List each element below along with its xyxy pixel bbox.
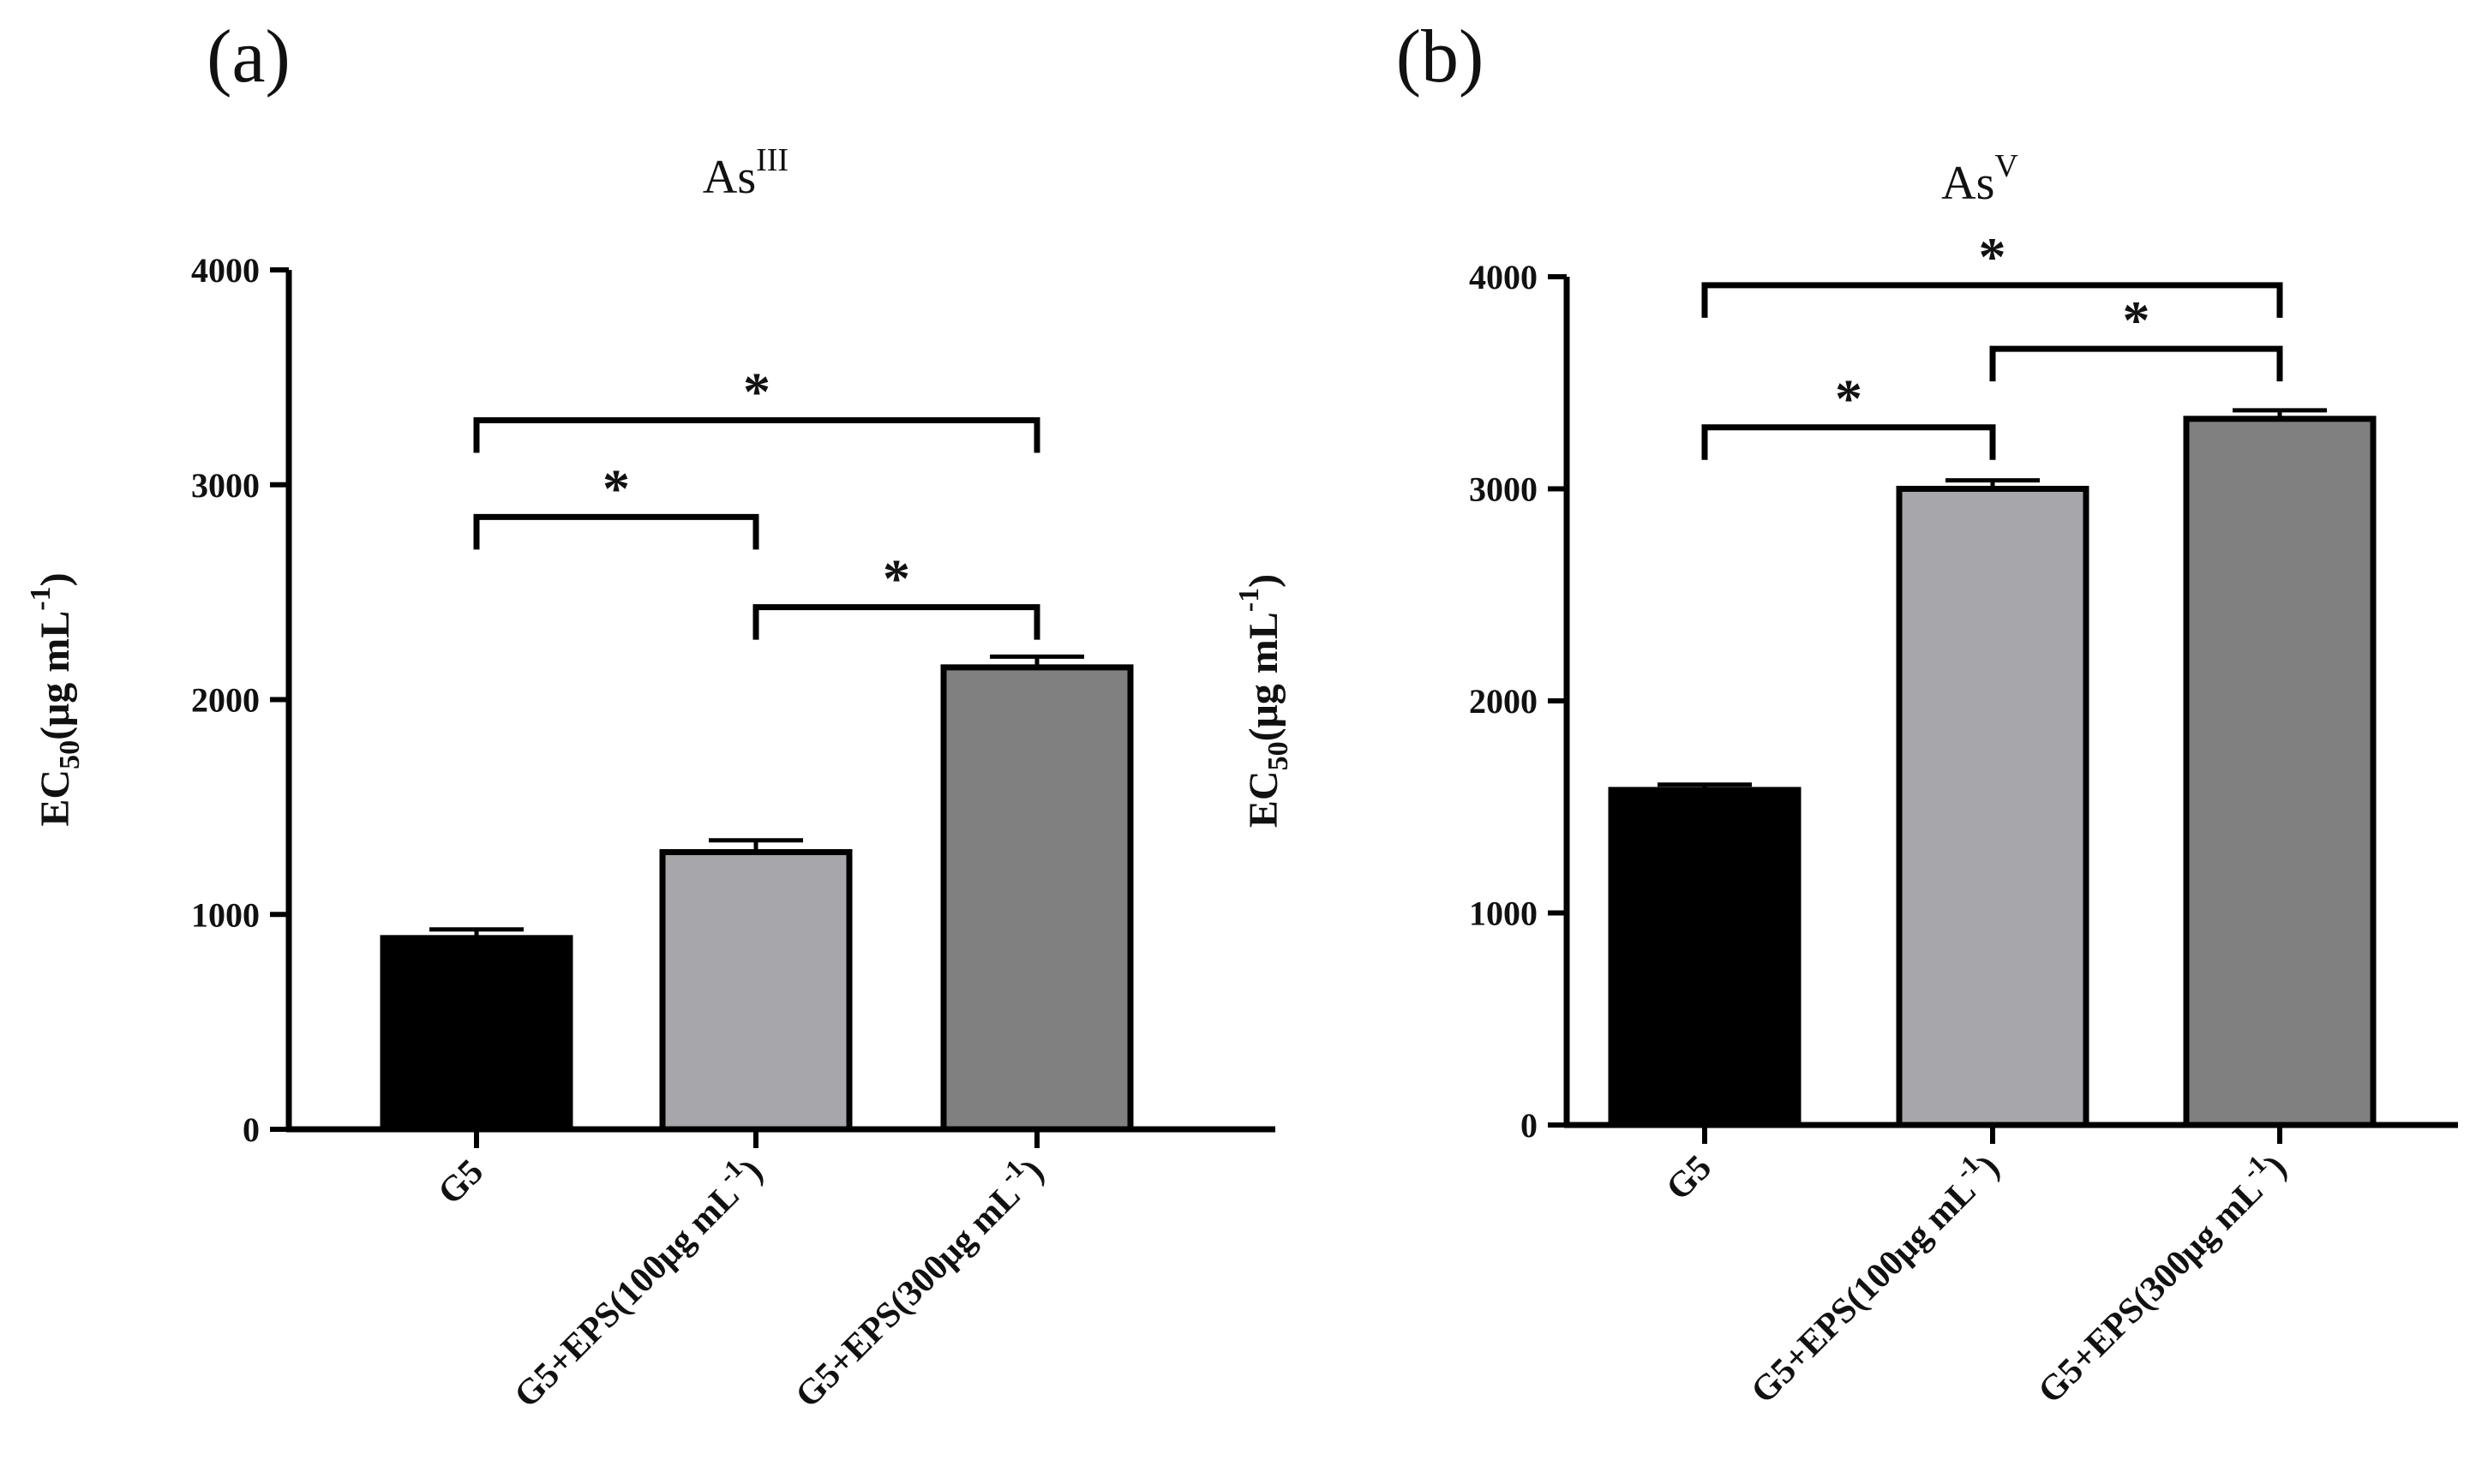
chart-title-sup: V [1994,148,2018,184]
x-category-label-main: G5+EPS(300μg mL [788,1176,1028,1415]
significance-star: * [2123,290,2150,350]
chart-title-main: As [703,151,756,204]
chart-panel-b: (b) AsV EC50(μg mL-1) 0 1000 2000 3000 4000 G5 G5… [1233,15,2458,1411]
y-tick-label: 1000 [191,895,260,934]
significance-star: * [1835,368,1862,429]
significance-star: * [1979,226,2006,287]
x-category-label-main: G5+EPS(100μg mL [1744,1171,1984,1411]
y-tick-label: 4000 [1469,258,1538,296]
chart-title-sup: III [756,142,788,178]
y-axis-label-unit: (μg mL [33,611,78,740]
x-category-label: G5+EPS(100μg mL-1) [1737,1141,2007,1411]
x-category-label: G5 [431,1152,491,1212]
bar [1608,787,1802,1128]
bar [1896,486,2089,1128]
y-tick-label: 0 [243,1110,260,1149]
significance-bracket [473,417,1040,453]
significance-bracket [1701,282,2283,318]
y-tick-label: 1000 [1469,895,1538,933]
chart-title-main: As [1941,157,1994,210]
y-axis-label: EC50(μg mL-1) [1233,574,1294,828]
y-axis-label-unit: (μg mL [1241,612,1286,741]
y-axis-label-sub: 50 [54,740,86,769]
y-tick-label: 2000 [191,681,260,720]
y-axis-label-sup: -1 [1233,588,1265,612]
significance-bracket [1701,424,1996,460]
y-axis-label: EC50(μg mL-1) [25,572,86,826]
panel-label: (b) [1396,15,1484,99]
y-tick-label: 2000 [1469,682,1538,721]
significance-bracket [473,513,759,550]
significance-bracket [752,604,1040,640]
x-category-label: G5+EPS(300μg mL-1) [2024,1141,2294,1411]
bar [940,664,1134,1133]
significance-star: * [883,548,910,609]
y-axis-label-close: ) [1241,574,1286,588]
significance-star: * [603,458,630,518]
bar [2183,416,2377,1128]
x-category-label: G5+EPS(300μg mL-1) [782,1146,1052,1415]
x-category-label: G5+EPS(100μg mL-1) [501,1146,770,1415]
x-category-label-main: G5+EPS(100μg mL [507,1176,747,1415]
x-category-label-main: G5 [1659,1148,1719,1208]
y-axis-label-sup: -1 [25,586,57,610]
significance-bracket [1989,345,2283,382]
y-tick-label: 0 [1520,1106,1538,1145]
y-axis-label-close: ) [33,572,78,586]
x-category-label: G5 [1659,1148,1719,1208]
x-category-label-main: G5 [431,1152,491,1212]
bar [659,849,853,1133]
y-tick-label: 3000 [191,466,260,505]
significance-star: * [743,362,770,422]
y-tick-label: 3000 [1469,470,1538,509]
y-tick-label: 4000 [191,251,260,290]
chart-title: AsIII [703,142,788,204]
bar [380,935,573,1133]
chart-title: AsV [1941,148,2018,210]
y-axis-label-sub: 50 [1262,741,1294,770]
panel-label: (a) [207,15,291,99]
y-axis-label-main: EC [33,769,78,827]
y-axis-label-main: EC [1241,770,1286,828]
x-category-label-main: G5+EPS(300μg mL [2031,1171,2271,1411]
